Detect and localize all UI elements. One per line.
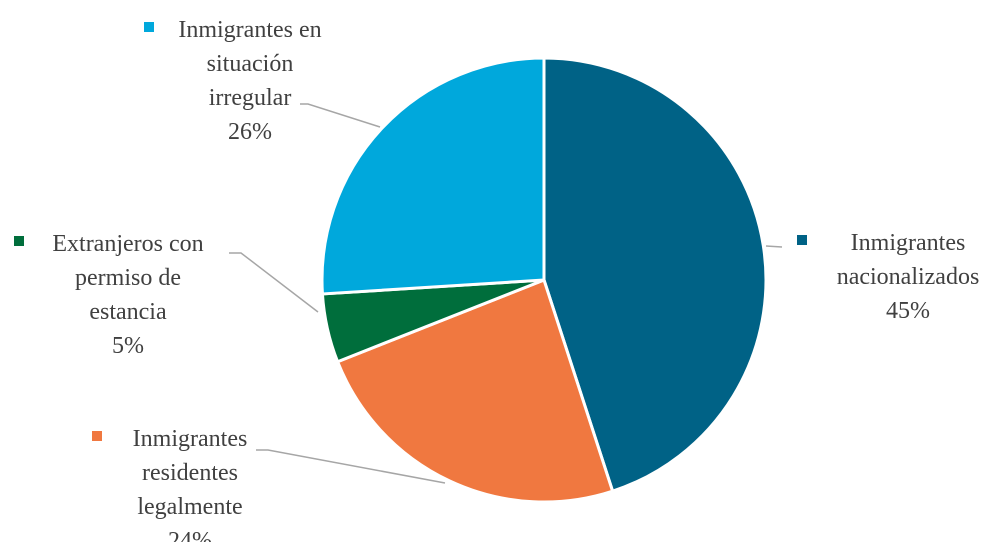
leader-line-extranjeros-con-permiso-de-estancia — [229, 252, 319, 313]
legend-marker-inmigrantes-en-situacion-irregular — [144, 22, 154, 32]
data-label-percent: 45% — [886, 298, 930, 324]
data-label-inmigrantes-residentes-legalmente: Inmigrantes residentes legalmente 24% — [133, 426, 248, 542]
data-label-line: irregular — [209, 85, 292, 111]
legend-marker-inmigrantes-residentes-legalmente — [92, 431, 102, 441]
legend-marker-extranjeros-con-permiso-de-estancia — [14, 236, 24, 246]
data-label-line: permiso de — [75, 265, 181, 291]
data-label-line: nacionalizados — [837, 264, 980, 290]
leader-line-inmigrantes-residentes-legalmente — [256, 449, 446, 484]
leader-lines — [229, 103, 783, 484]
data-label-inmigrantes-nacionalizados: Inmigrantes nacionalizados 45% — [837, 230, 980, 324]
data-label-line: estancia — [89, 299, 167, 325]
pie-slice-inmigrantes-nacionalizados — [542, 56, 768, 494]
data-label-line: legalmente — [137, 494, 242, 520]
data-label-line: Inmigrantes — [851, 230, 966, 256]
pie-slices — [320, 56, 768, 504]
leader-line-inmigrantes-en-situacion-irregular — [300, 103, 381, 128]
data-label-line: Inmigrantes — [133, 426, 248, 452]
data-labels: Inmigrantes nacionalizados 45% Inmigrantes r… — [14, 17, 979, 542]
data-label-line: residentes — [142, 460, 238, 486]
data-label-percent: 5% — [112, 333, 144, 359]
leader-line-inmigrantes-nacionalizados — [765, 245, 783, 248]
legend-marker-inmigrantes-nacionalizados — [797, 235, 807, 245]
pie-slice-inmigrantes-en-situacion-irregular — [320, 56, 546, 296]
data-label-percent: 24% — [168, 528, 212, 542]
data-label-line: situación — [207, 51, 294, 77]
data-label-extranjeros-con-permiso-de-estancia: Extranjeros con permiso de estancia 5% — [52, 231, 203, 359]
data-label-line: Extranjeros con — [52, 231, 203, 257]
data-label-inmigrantes-en-situacion-irregular: Inmigrantes en situación irregular 26% — [178, 17, 321, 145]
data-label-line: Inmigrantes en — [178, 17, 321, 43]
data-label-percent: 26% — [228, 119, 272, 145]
